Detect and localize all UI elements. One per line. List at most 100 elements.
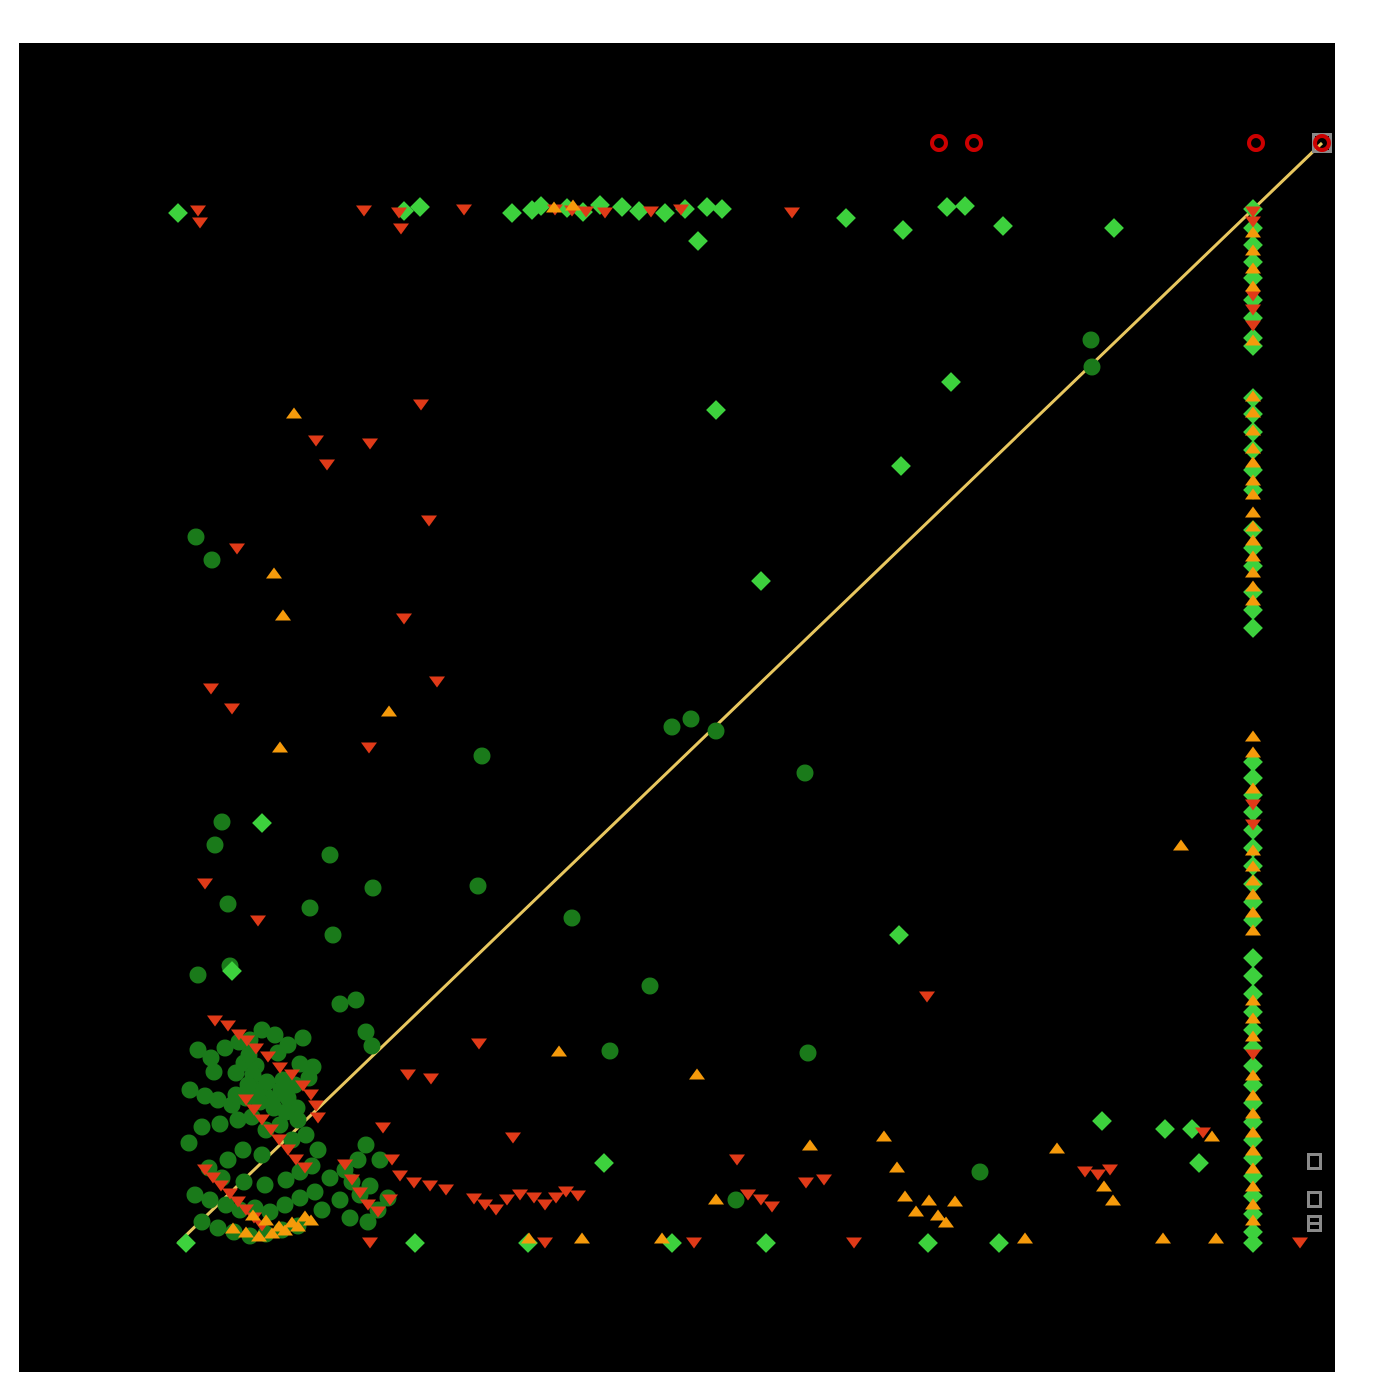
- data-point-triangle-down-red: [205, 1172, 221, 1184]
- data-point-circle-green: [279, 1089, 297, 1107]
- data-point-triangle-down-red: [222, 1188, 238, 1200]
- data-point-triangle-down-red: [192, 217, 208, 229]
- data-point-triangle-up-orange: [1155, 1232, 1171, 1244]
- data-point-triangle-up-orange: [521, 1232, 537, 1244]
- data-point-diamond-green: [1243, 1233, 1263, 1253]
- data-point-triangle-down-red: [570, 1190, 586, 1202]
- data-point-circle-green: [216, 1039, 234, 1057]
- legend-glyph-3-icon[interactable]: [1307, 1215, 1322, 1232]
- data-point-triangle-down-red: [1090, 1169, 1106, 1181]
- data-point-circle-green: [313, 1201, 331, 1219]
- data-point-triangle-down-red: [421, 515, 437, 527]
- data-point-triangle-up-orange: [1245, 456, 1261, 468]
- data-point-circle-green: [205, 1063, 223, 1081]
- data-point-triangle-down-red: [375, 1122, 391, 1134]
- data-point-circle-green: [364, 879, 382, 897]
- data-point-circle-green: [357, 1136, 375, 1154]
- data-point-circle-green: [321, 1169, 339, 1187]
- data-point-triangle-down-red: [1245, 304, 1261, 316]
- data-point-triangle-down-red: [471, 1038, 487, 1050]
- data-point-circle-green: [181, 1081, 199, 1099]
- data-point-circle-green: [563, 909, 581, 927]
- data-point-circle-green: [291, 1055, 309, 1073]
- data-point-triangle-up-orange: [238, 1226, 254, 1238]
- data-point-triangle-down-red: [846, 1237, 862, 1249]
- data-point-circle-green: [227, 1064, 245, 1082]
- data-point-triangle-up-orange: [1245, 506, 1261, 518]
- data-point-circle-green: [213, 813, 231, 831]
- data-point-diamond-green: [1243, 966, 1263, 986]
- data-point-triangle-up-orange: [908, 1205, 924, 1217]
- data-point-triangle-up-orange: [275, 609, 291, 621]
- data-point-triangle-down-red: [505, 1132, 521, 1144]
- data-point-circle-green: [473, 747, 491, 765]
- data-point-triangle-down-red: [361, 742, 377, 754]
- data-point-triangle-up-orange: [1204, 1130, 1220, 1142]
- data-point-triangle-up-orange: [258, 1214, 274, 1226]
- data-point-triangle-up-orange: [1245, 474, 1261, 486]
- data-point-triangle-down-red: [548, 1192, 564, 1204]
- data-point-triangle-down-red: [816, 1174, 832, 1186]
- data-point-triangle-down-red: [413, 399, 429, 411]
- data-point-circle-green: [193, 1213, 211, 1231]
- legend-glyph-2-icon[interactable]: [1307, 1191, 1322, 1208]
- data-point-triangle-up-orange: [1245, 262, 1261, 274]
- data-point-circle-green: [187, 528, 205, 546]
- data-point-triangle-down-red: [271, 1134, 287, 1146]
- data-point-diamond-green: [405, 1233, 425, 1253]
- data-point-circle-green: [211, 1115, 229, 1133]
- data-point-triangle-down-red: [207, 1015, 223, 1027]
- data-point-circle-green: [256, 1176, 274, 1194]
- data-point-triangle-up-orange: [802, 1139, 818, 1151]
- data-point-diamond-green: [751, 571, 771, 591]
- data-point-triangle-up-orange: [565, 199, 581, 211]
- data-point-circle-green: [203, 551, 221, 569]
- data-point-circle-green: [180, 1134, 198, 1152]
- data-point-triangle-down-red: [254, 1220, 270, 1232]
- plot-panel: [19, 43, 1335, 1372]
- data-point-diamond-green: [176, 1233, 196, 1253]
- data-point-triangle-down-red: [466, 1193, 482, 1205]
- data-point-diamond-green: [706, 400, 726, 420]
- legend-glyph-1-icon[interactable]: [1307, 1153, 1322, 1170]
- data-point-triangle-down-red: [263, 1124, 279, 1136]
- data-point-triangle-down-red: [1245, 799, 1261, 811]
- data-point-circle-green: [206, 836, 224, 854]
- data-point-diamond-green: [1155, 1119, 1175, 1139]
- data-point-circle-green: [301, 899, 319, 917]
- data-point-triangle-up-orange: [266, 567, 282, 579]
- data-point-triangle-down-red: [597, 207, 613, 219]
- data-point-diamond-green: [168, 203, 188, 223]
- data-point-triangle-down-red: [919, 991, 935, 1003]
- data-point-circle-green: [297, 1126, 315, 1144]
- data-point-triangle-down-red: [260, 1051, 276, 1063]
- data-point-triangle-down-red: [488, 1204, 504, 1216]
- data-point-triangle-up-orange: [1245, 1214, 1261, 1226]
- data-point-circle-green: [357, 1023, 375, 1041]
- data-point-triangle-down-red: [1245, 819, 1261, 831]
- data-point-triangle-down-red: [537, 1199, 553, 1211]
- data-point-circle-green: [341, 1209, 359, 1227]
- data-point-diamond-green: [1243, 948, 1263, 968]
- data-point-triangle-down-red: [203, 683, 219, 695]
- data-point-triangle-down-red: [558, 1186, 574, 1198]
- data-point-triangle-down-red: [753, 1194, 769, 1206]
- data-point-triangle-down-red: [308, 435, 324, 447]
- data-point-triangle-up-orange: [938, 1216, 954, 1228]
- data-point-diamond-green: [893, 220, 913, 240]
- data-point-circle-green: [799, 1044, 817, 1062]
- data-point-triangle-up-orange: [1245, 442, 1261, 454]
- data-point-open-circle-red: [1313, 134, 1331, 152]
- data-point-triangle-up-orange: [1245, 874, 1261, 886]
- data-point-triangle-down-red: [643, 206, 659, 218]
- data-point-diamond-green: [1189, 1153, 1209, 1173]
- data-point-diamond-green: [836, 208, 856, 228]
- data-point-layer: [19, 43, 1335, 1372]
- data-point-circle-green: [266, 1026, 284, 1044]
- data-point-circle-green: [202, 1049, 220, 1067]
- data-point-triangle-up-orange: [574, 1232, 590, 1244]
- data-point-circle-green: [971, 1163, 989, 1181]
- data-point-triangle-up-orange: [1245, 550, 1261, 562]
- data-point-triangle-down-red: [280, 1144, 296, 1156]
